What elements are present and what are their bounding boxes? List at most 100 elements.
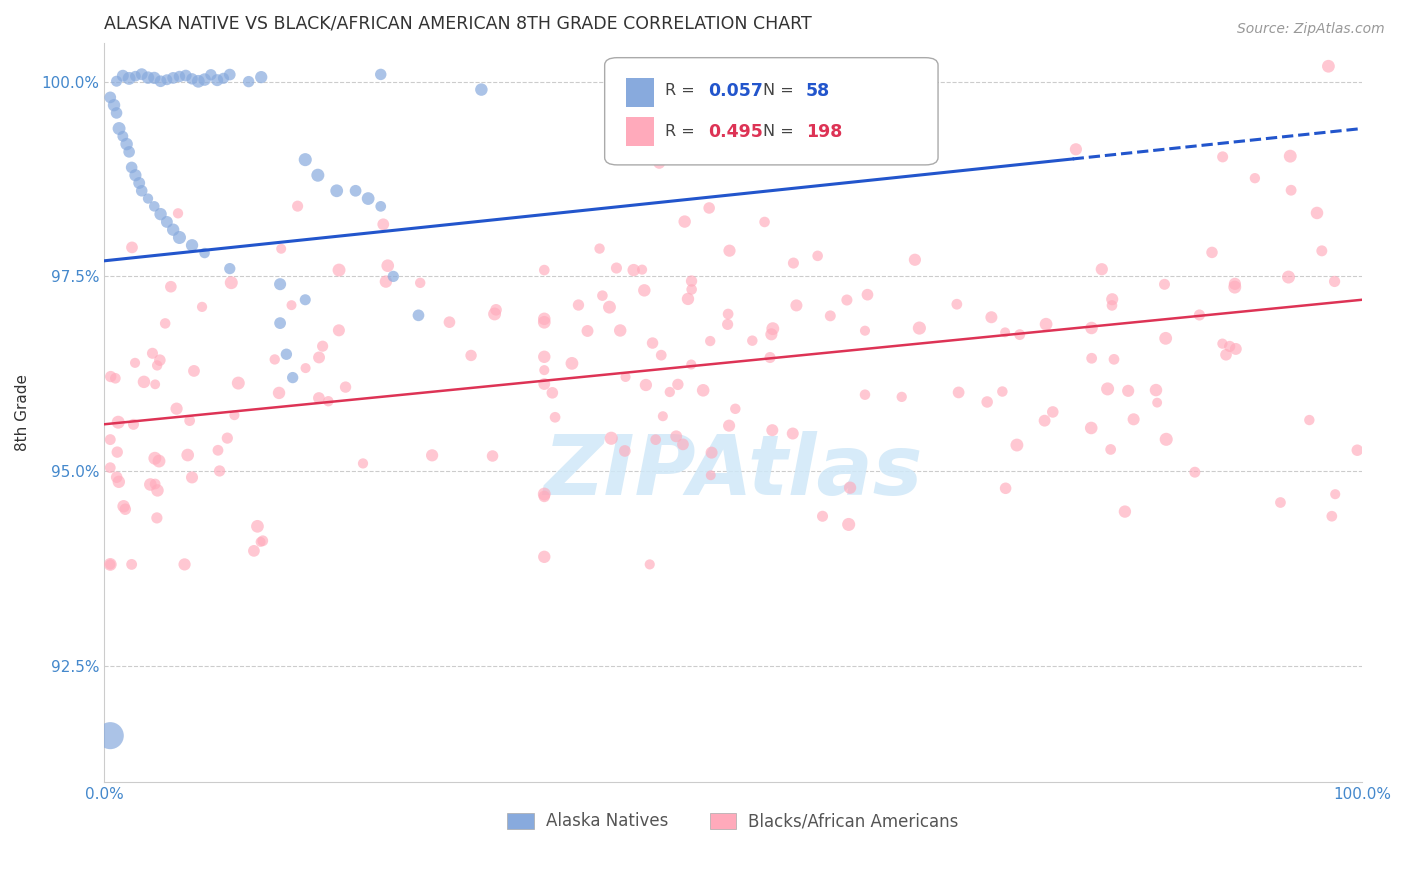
Point [318, 394, 340, 409]
Point [132, 375, 155, 389]
Point [991, 384, 1014, 399]
Point [205, 73, 228, 87]
Point [1154, 331, 1177, 345]
Point [700, 445, 723, 459]
Point [136, 192, 159, 206]
Point [1101, 298, 1123, 312]
Point [890, 390, 912, 404]
Point [121, 240, 143, 254]
Point [149, 207, 172, 221]
Point [105, 74, 128, 88]
Point [600, 431, 623, 445]
Point [761, 423, 783, 437]
FancyBboxPatch shape [626, 78, 654, 107]
Point [681, 282, 703, 296]
Point [105, 445, 128, 459]
Point [1219, 339, 1241, 353]
Point [308, 391, 330, 405]
Point [111, 69, 134, 83]
Point [136, 70, 159, 85]
Point [377, 259, 399, 273]
Point [191, 300, 214, 314]
Point [533, 377, 555, 392]
Point [1122, 412, 1144, 426]
Point [115, 137, 138, 152]
Point [481, 449, 503, 463]
Point [143, 477, 166, 491]
Point [143, 70, 166, 85]
Point [904, 252, 927, 267]
Point [567, 298, 589, 312]
Point [666, 377, 689, 392]
Text: R =: R = [665, 124, 695, 139]
Point [1184, 465, 1206, 479]
Point [162, 223, 184, 237]
Point [1298, 413, 1320, 427]
Point [681, 358, 703, 372]
Point [533, 311, 555, 326]
Point [1215, 348, 1237, 362]
Point [1225, 342, 1247, 356]
Point [108, 475, 131, 489]
Point [118, 71, 141, 86]
Text: Source: ZipAtlas.com: Source: ZipAtlas.com [1237, 22, 1385, 37]
Point [1188, 308, 1211, 322]
Point [252, 533, 274, 548]
Point [98, 729, 121, 743]
Point [217, 431, 239, 445]
Point [118, 145, 141, 159]
Point [785, 298, 807, 312]
Text: ALASKA NATIVE VS BLACK/AFRICAN AMERICAN 8TH GRADE CORRELATION CHART: ALASKA NATIVE VS BLACK/AFRICAN AMERICAN … [104, 15, 811, 33]
Point [208, 464, 231, 478]
Point [181, 238, 204, 252]
Point [533, 490, 555, 504]
Point [156, 215, 179, 229]
Point [174, 69, 197, 83]
Point [1153, 277, 1175, 292]
Point [835, 293, 858, 307]
Point [267, 385, 290, 400]
Point [1080, 321, 1102, 335]
Text: 0.057: 0.057 [707, 82, 762, 100]
Point [484, 307, 506, 321]
Point [281, 370, 304, 384]
Point [122, 417, 145, 432]
Point [672, 437, 695, 451]
Point [409, 276, 432, 290]
Point [183, 364, 205, 378]
Point [98, 460, 121, 475]
Point [533, 487, 555, 501]
Point [249, 535, 271, 549]
Point [311, 339, 333, 353]
Point [1033, 414, 1056, 428]
Point [124, 168, 146, 182]
Point [761, 327, 783, 342]
Point [98, 90, 121, 104]
Point [194, 72, 217, 87]
Point [246, 519, 269, 533]
Point [485, 302, 508, 317]
Point [121, 161, 143, 175]
Point [1223, 280, 1246, 294]
Point [218, 261, 240, 276]
Point [605, 260, 627, 275]
Point [162, 70, 184, 85]
Point [146, 359, 169, 373]
Point [166, 401, 188, 416]
Point [114, 502, 136, 516]
Point [148, 454, 170, 468]
Point [1317, 59, 1340, 73]
Point [139, 477, 162, 491]
Point [1201, 245, 1223, 260]
Point [717, 318, 740, 332]
Point [187, 74, 209, 88]
Point [763, 69, 786, 83]
Point [181, 470, 204, 484]
Point [1324, 487, 1347, 501]
Point [980, 310, 1002, 325]
Y-axis label: 8th Grade: 8th Grade [15, 374, 30, 451]
Point [640, 129, 662, 144]
Point [344, 184, 367, 198]
Point [250, 70, 273, 84]
Text: 0.495: 0.495 [707, 122, 762, 141]
